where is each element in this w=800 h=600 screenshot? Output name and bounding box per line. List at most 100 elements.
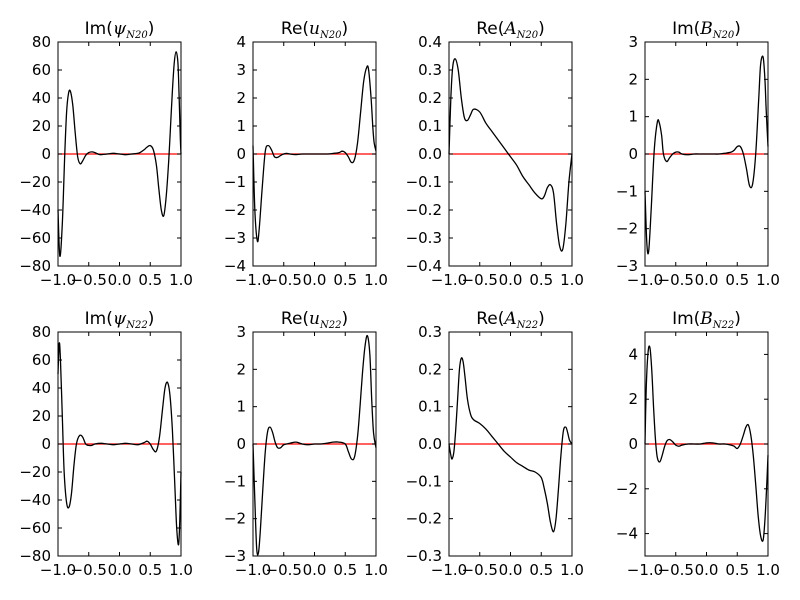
y-tick-label: 4 [236,33,246,51]
x-tick-label: 0.0 [499,561,523,579]
panel-title: Im(BN22) [672,309,741,331]
panel-title: Im(BN20) [672,19,741,41]
x-tick-label: 0.5 [529,271,553,289]
y-tick-label: 1 [628,108,638,126]
y-tick-label: −0.4 [406,257,442,275]
y-tick-label: 0.1 [418,398,442,416]
x-tick-label: −1.0 [627,561,663,579]
x-tick-label: −1.0 [40,561,76,579]
title-subscript: N22 [319,320,341,331]
title-subscript: N20 [712,30,735,41]
x-tick-label: −0.5 [266,271,302,289]
y-tick-label: 0.3 [418,61,442,79]
panel-title: Re(uN20) [281,19,348,41]
y-tick-label: −2 [616,220,638,238]
y-tick-label: 60 [32,351,51,369]
y-tick-label: 40 [32,379,51,397]
x-tick-label: 0.5 [333,561,357,579]
x-tick-label: 0.0 [108,561,132,579]
x-tick-label: −1.0 [235,561,271,579]
y-tick-label: −0.2 [406,510,442,528]
chart-panel: Im(ψN20) −80 −60 −40 −20 0 20 40 60 80 −1.0−0.5 0.0… [19,19,193,289]
y-tick-label: −0.1 [406,173,442,191]
x-tick-label: 0.0 [303,271,327,289]
y-tick-label: 0.3 [418,323,442,341]
y-tick-label: 0.0 [418,145,442,163]
chart-panel: Re(uN20) −4 −3 −2 −1 0 1 2 3 4 −1.0−0.5 0.0 0.5 1.0 [224,19,388,289]
panel-title: Im(ψN20) [85,19,155,41]
title-suffix: ) [734,19,741,39]
series-line [252,334,377,556]
y-tick-label: −0.3 [406,547,442,565]
x-tick-label: −0.5 [462,561,498,579]
series-line [57,51,182,257]
title-suffix: ) [148,309,155,329]
x-tick-label: 1.0 [756,561,780,579]
title-subscript: N20 [125,30,148,41]
y-tick-label: −1 [616,182,638,200]
x-tick-label: −0.5 [266,561,302,579]
title-prefix: Re( [476,19,504,39]
series-line [448,357,573,533]
x-tick-label: −1.0 [431,561,467,579]
panel-title: Re(AN22) [476,309,545,331]
y-tick-label: 80 [32,33,51,51]
title-suffix: ) [538,19,545,39]
y-tick-label: −4 [616,525,638,543]
panel-title: Re(uN22) [281,309,348,331]
y-tick-label: −1 [224,472,246,490]
title-prefix: Im( [85,309,113,329]
series-line [448,58,573,252]
x-tick-label: −0.5 [462,271,498,289]
y-tick-label: 40 [32,89,51,107]
y-tick-label: 0.2 [418,89,442,107]
title-symbol: u [309,309,320,329]
x-tick-label: 0.5 [725,561,749,579]
y-tick-label: −0.3 [406,229,442,247]
chart-panel: Im(BN20) −3 −2 −1 0 1 2 3 −1.0−0.5 0.0 0.5 1.0 [616,19,780,289]
x-tick-label: 0.5 [725,271,749,289]
x-tick-label: 0.5 [529,561,553,579]
y-tick-label: 3 [628,33,638,51]
x-tick-label: 1.0 [560,561,584,579]
y-tick-label: −0.1 [406,472,442,490]
series-line [644,55,769,255]
y-tick-label: 2 [236,360,246,378]
title-symbol: ψ [113,309,127,329]
title-prefix: Re( [281,19,309,39]
x-tick-label: 0.0 [695,561,719,579]
y-tick-label: −1 [224,173,246,191]
y-tick-label: 0.2 [418,360,442,378]
panel-title: Re(AN20) [476,19,545,41]
title-suffix: ) [341,19,348,39]
title-prefix: Re( [281,309,309,329]
series-line [252,65,377,243]
y-tick-label: 0 [236,145,246,163]
y-tick-label: −60 [19,229,51,247]
panel-title: Im(ψN22) [85,309,155,331]
chart-panel: Im(BN22) −4 −2 0 2 4 −1.0−0.5 0.0 0.5 1.0 [616,309,780,579]
y-tick-label: 80 [32,323,51,341]
title-subscript: N22 [516,320,538,331]
y-tick-label: −20 [19,173,51,191]
x-tick-label: 0.0 [303,561,327,579]
title-subscript: N22 [712,320,734,331]
x-tick-label: −0.5 [71,561,107,579]
y-tick-label: −40 [19,201,51,219]
y-tick-label: 0 [236,435,246,453]
y-tick-label: 2 [628,390,638,408]
y-tick-label: 1 [236,117,246,135]
x-tick-label: −0.5 [658,561,694,579]
y-tick-label: 3 [236,61,246,79]
y-tick-label: −60 [19,519,51,537]
y-tick-label: −2 [616,480,638,498]
y-tick-label: −20 [19,463,51,481]
y-tick-label: 0 [628,435,638,453]
title-prefix: Im( [672,19,700,39]
y-tick-label: 0 [41,145,51,163]
x-tick-label: −1.0 [627,271,663,289]
y-tick-label: 3 [236,323,246,341]
title-subscript: N20 [319,30,342,41]
x-tick-label: −0.5 [71,271,107,289]
